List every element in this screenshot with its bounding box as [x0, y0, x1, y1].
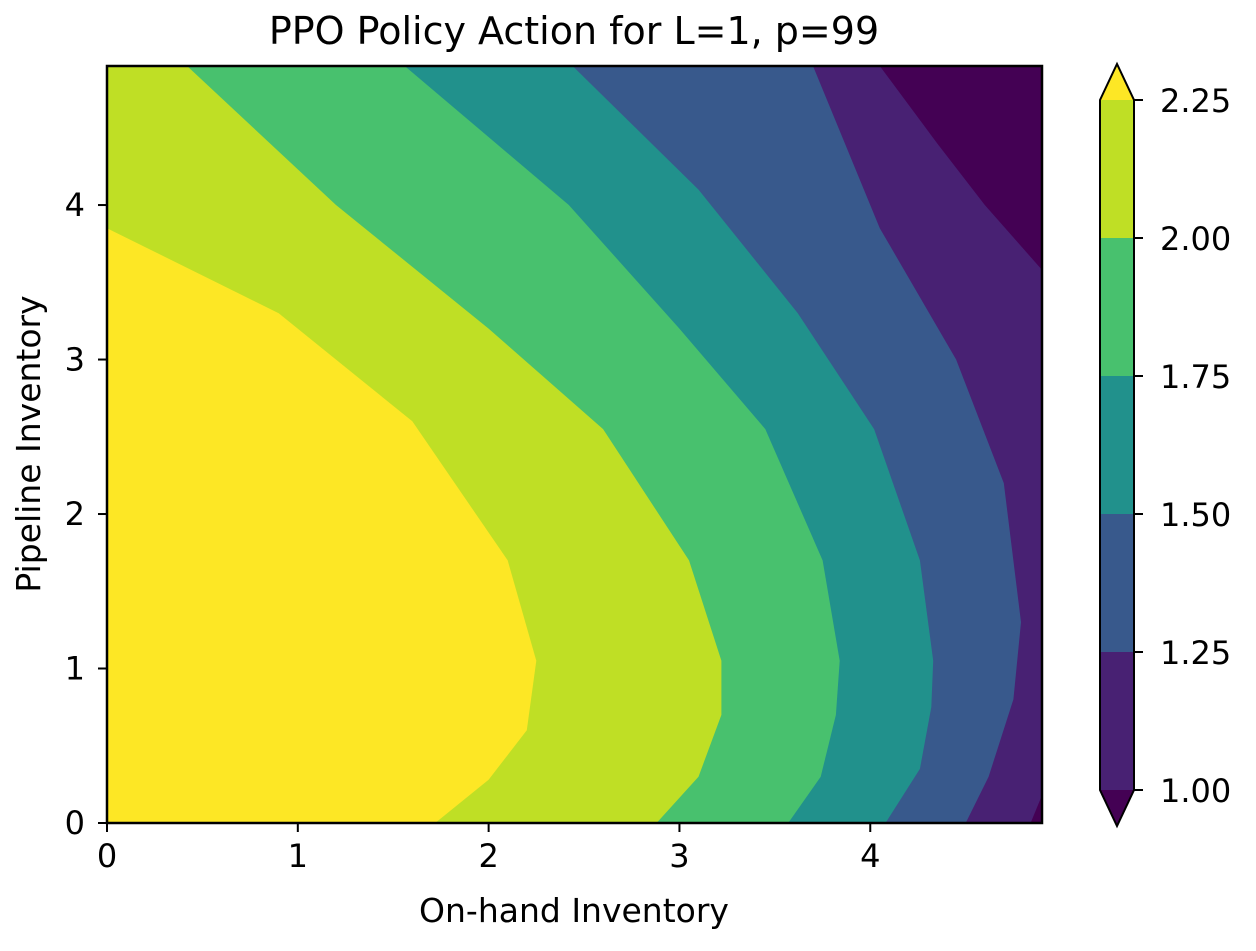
contour-region — [1030, 795, 1042, 823]
colorbar-extend-bottom — [1100, 790, 1134, 826]
plot-area: 0 1 2 3 4 0 1 2 3 4 — [65, 64, 1044, 875]
colorbar-band — [1100, 238, 1134, 376]
colorbar-band — [1100, 514, 1134, 652]
colorbar-tick-label: 1.25 — [1160, 634, 1231, 672]
x-tick-label: 0 — [97, 837, 117, 875]
y-axis-label: Pipeline Inventory — [9, 295, 48, 592]
y-tick-label: 1 — [65, 650, 85, 688]
colorbar: 1.00 1.25 1.50 1.75 2.00 2.25 — [1099, 61, 1231, 829]
colorbar-tick-label: 1.00 — [1160, 772, 1231, 810]
contour-region — [879, 66, 1042, 270]
x-axis: 0 1 2 3 4 — [97, 823, 880, 875]
contour-bands — [107, 66, 1042, 823]
colorbar-band — [1100, 376, 1134, 514]
x-tick-label: 3 — [669, 837, 689, 875]
colorbar-tick-label: 1.75 — [1160, 358, 1231, 396]
x-tick-label: 4 — [860, 837, 880, 875]
x-tick-label: 2 — [478, 837, 498, 875]
colorbar-tick-label: 2.25 — [1160, 82, 1231, 120]
y-tick-label: 3 — [65, 341, 85, 379]
y-axis: 0 1 2 3 4 — [65, 186, 107, 842]
contour-region — [107, 228, 537, 823]
colorbar-extend-top — [1100, 64, 1134, 100]
colorbar-tick-label: 1.50 — [1160, 496, 1231, 534]
chart-title: PPO Policy Action for L=1, p=99 — [269, 9, 879, 53]
y-tick-label: 2 — [65, 495, 85, 533]
colorbar-tick-label: 2.00 — [1160, 220, 1231, 258]
colorbar-band — [1100, 652, 1134, 790]
x-axis-label: On-hand Inventory — [419, 891, 729, 930]
y-tick-label: 0 — [65, 804, 85, 842]
colorbar-band — [1100, 100, 1134, 238]
plot-frame — [105, 64, 1044, 825]
y-tick-label: 4 — [65, 186, 85, 224]
x-tick-label: 1 — [288, 837, 308, 875]
